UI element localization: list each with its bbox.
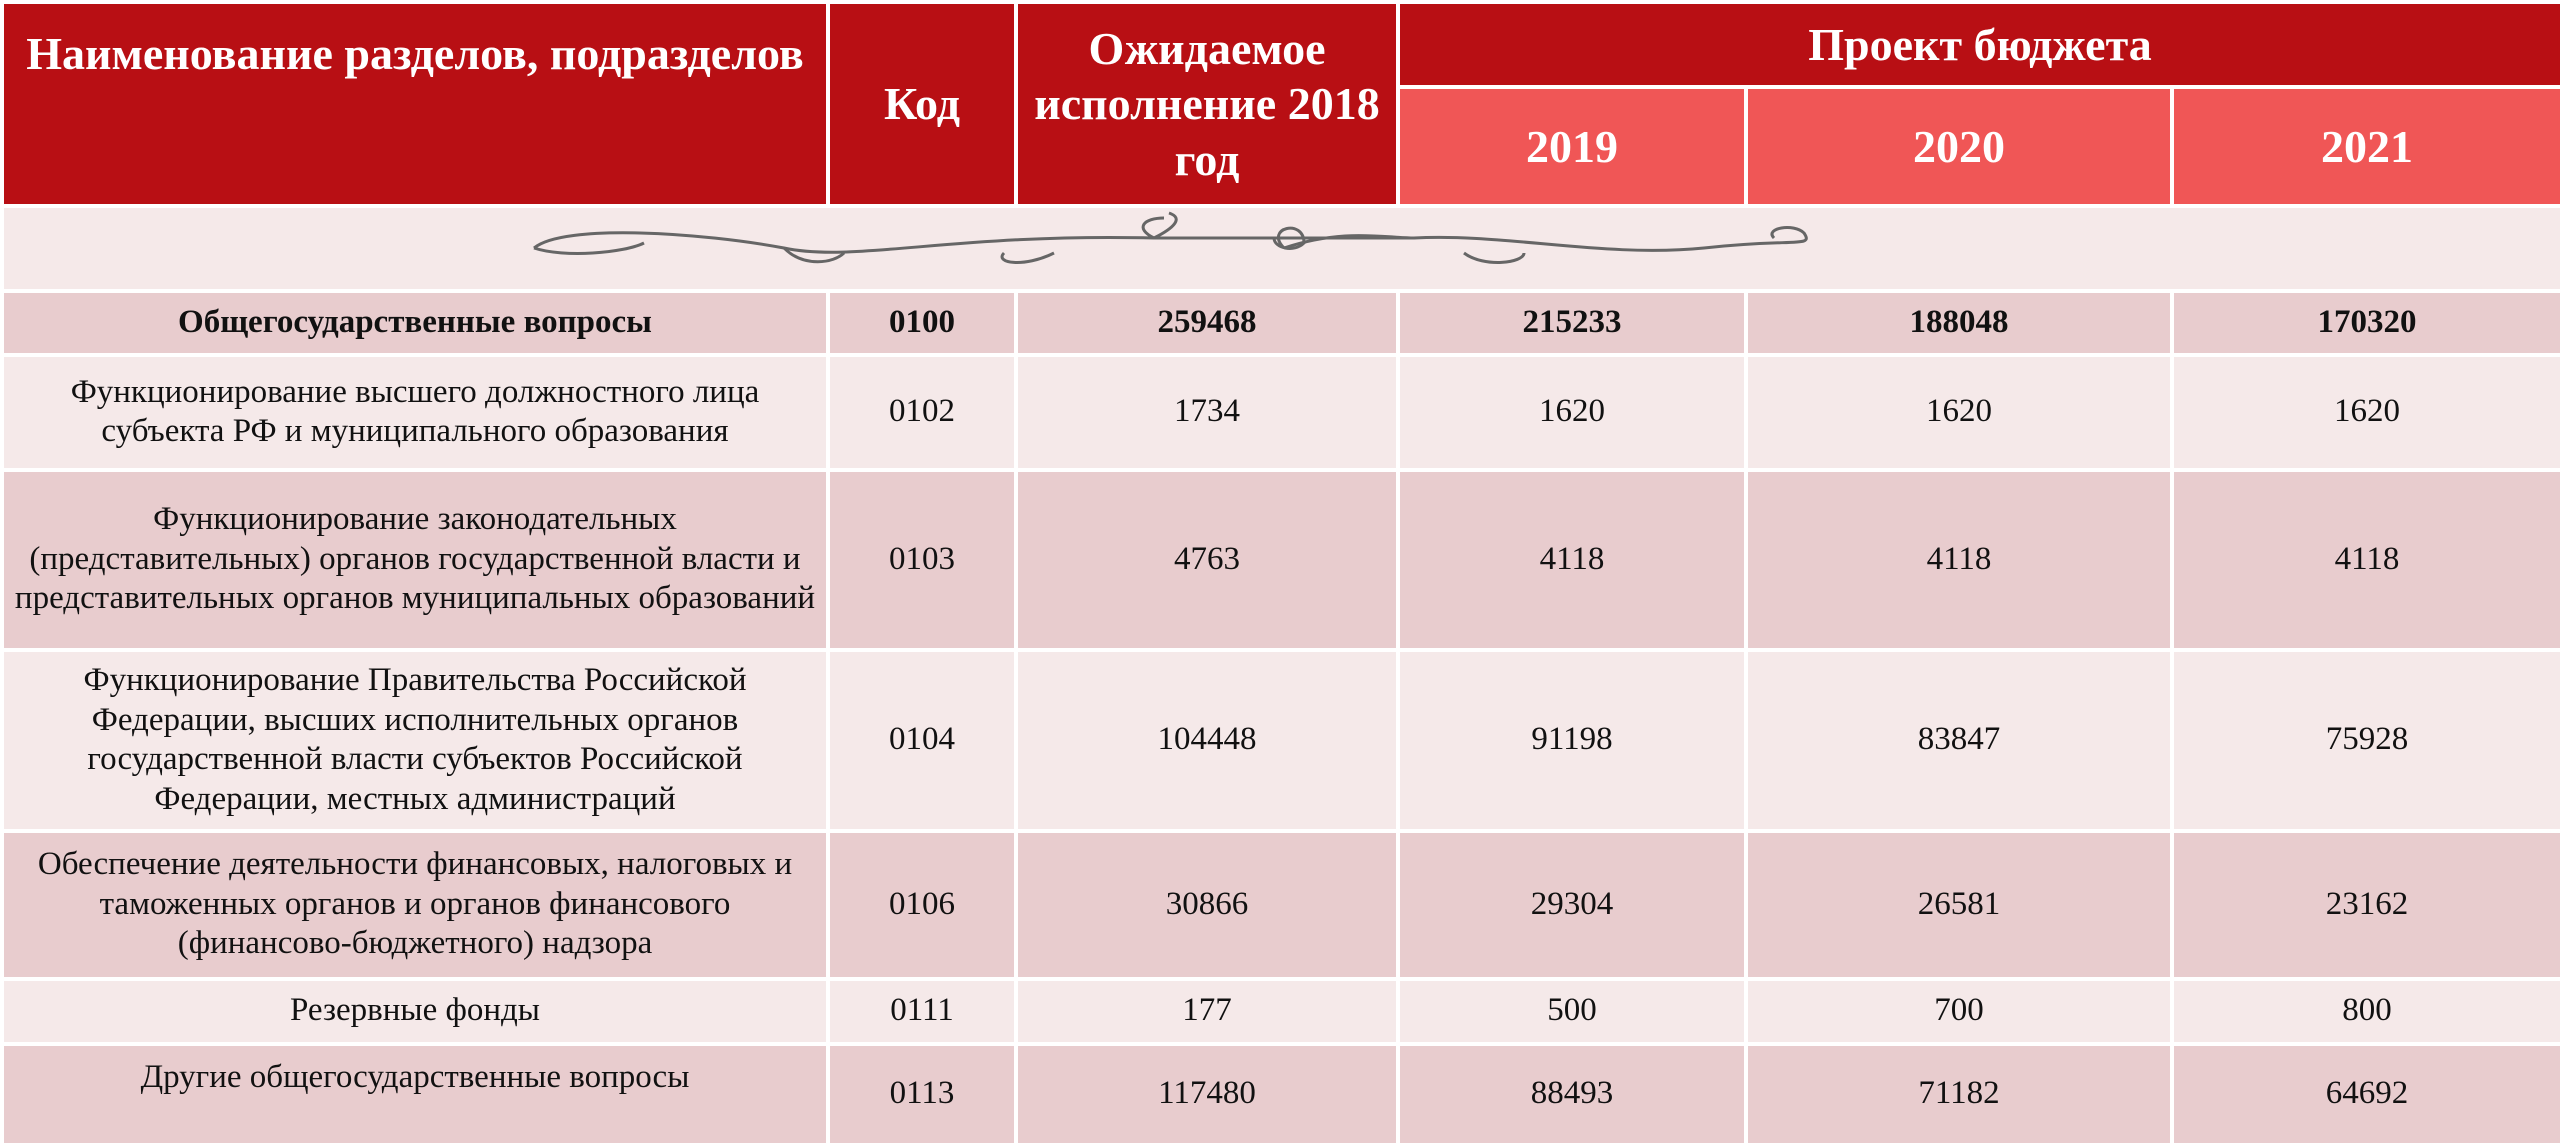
row-value: 4118: [1744, 467, 2174, 652]
row-value: 71182: [1744, 1041, 2174, 1147]
row-name: Функционирование законодательных (предст…: [0, 467, 830, 652]
header-name: Наименование разделов, подразделов: [0, 0, 830, 208]
row-value: 188048: [1744, 288, 2174, 357]
header-year: 2020: [1744, 85, 2174, 208]
row-value: 1620: [1744, 352, 2174, 472]
row-value: 215233: [1396, 288, 1748, 357]
row-value: 29304: [1396, 828, 1748, 981]
row-value: 1620: [2170, 352, 2560, 472]
row-value: 23162: [2170, 828, 2560, 981]
row-value: 500: [1396, 976, 1748, 1046]
row-name: Общегосударственные вопросы: [0, 288, 830, 357]
row-code: 0111: [826, 976, 1018, 1046]
row-value: 26581: [1744, 828, 2174, 981]
row-value: 91198: [1396, 647, 1748, 833]
row-value: 104448: [1014, 647, 1400, 833]
row-name: Обеспечение деятельности финансовых, нал…: [0, 828, 830, 981]
row-value: 1620: [1396, 352, 1748, 472]
row-value: 4118: [2170, 467, 2560, 652]
table-row: Функционирование высшего должностного ли…: [0, 352, 2560, 472]
table-row: Общегосударственные вопросы 0100 259468 215…: [0, 288, 2560, 357]
row-name: Резервные фонды: [0, 976, 830, 1046]
row-value: 4118: [1396, 467, 1748, 652]
row-value: 800: [2170, 976, 2560, 1046]
row-value: 700: [1744, 976, 2174, 1046]
row-value: 64692: [2170, 1041, 2560, 1147]
header-code: Код: [826, 0, 1018, 208]
row-value: 117480: [1014, 1041, 1400, 1147]
ornament-row: [0, 204, 2560, 293]
table-row: Функционирование Правительства Российско…: [0, 647, 2560, 833]
table-row: Обеспечение деятельности финансовых, нал…: [0, 828, 2560, 981]
row-value: 259468: [1014, 288, 1400, 357]
table-row: Другие общегосударственные вопросы 0113 11…: [0, 1041, 2560, 1147]
row-value: 4763: [1014, 467, 1400, 652]
row-value: 83847: [1744, 647, 2174, 833]
row-code: 0103: [826, 467, 1018, 652]
row-code: 0100: [826, 288, 1018, 357]
row-value: 177: [1014, 976, 1400, 1046]
header-year: 2021: [2170, 85, 2560, 208]
ornament: [533, 211, 1808, 264]
table-row: Резервные фонды 0111 177 500 700 800: [0, 976, 2560, 1046]
row-name: Другие общегосударственные вопросы: [0, 1041, 830, 1147]
row-value: 170320: [2170, 288, 2560, 357]
row-name: Функционирование Правительства Российско…: [0, 647, 830, 833]
row-value: 88493: [1396, 1041, 1748, 1147]
row-code: 0106: [826, 828, 1018, 981]
row-value: 75928: [2170, 647, 2560, 833]
row-code: 0102: [826, 352, 1018, 472]
header-expected: Ожидаемое исполнение 2018 год: [1014, 0, 1400, 208]
header-year: 2019: [1396, 85, 1748, 208]
row-name: Функционирование высшего должностного ли…: [0, 352, 830, 472]
row-code: 0104: [826, 647, 1018, 833]
header-project: Проект бюджета: [1396, 0, 2560, 89]
row-code: 0113: [826, 1041, 1018, 1147]
row-value: 30866: [1014, 828, 1400, 981]
row-value: 1734: [1014, 352, 1400, 472]
table-row: Функционирование законодательных (предст…: [0, 467, 2560, 652]
